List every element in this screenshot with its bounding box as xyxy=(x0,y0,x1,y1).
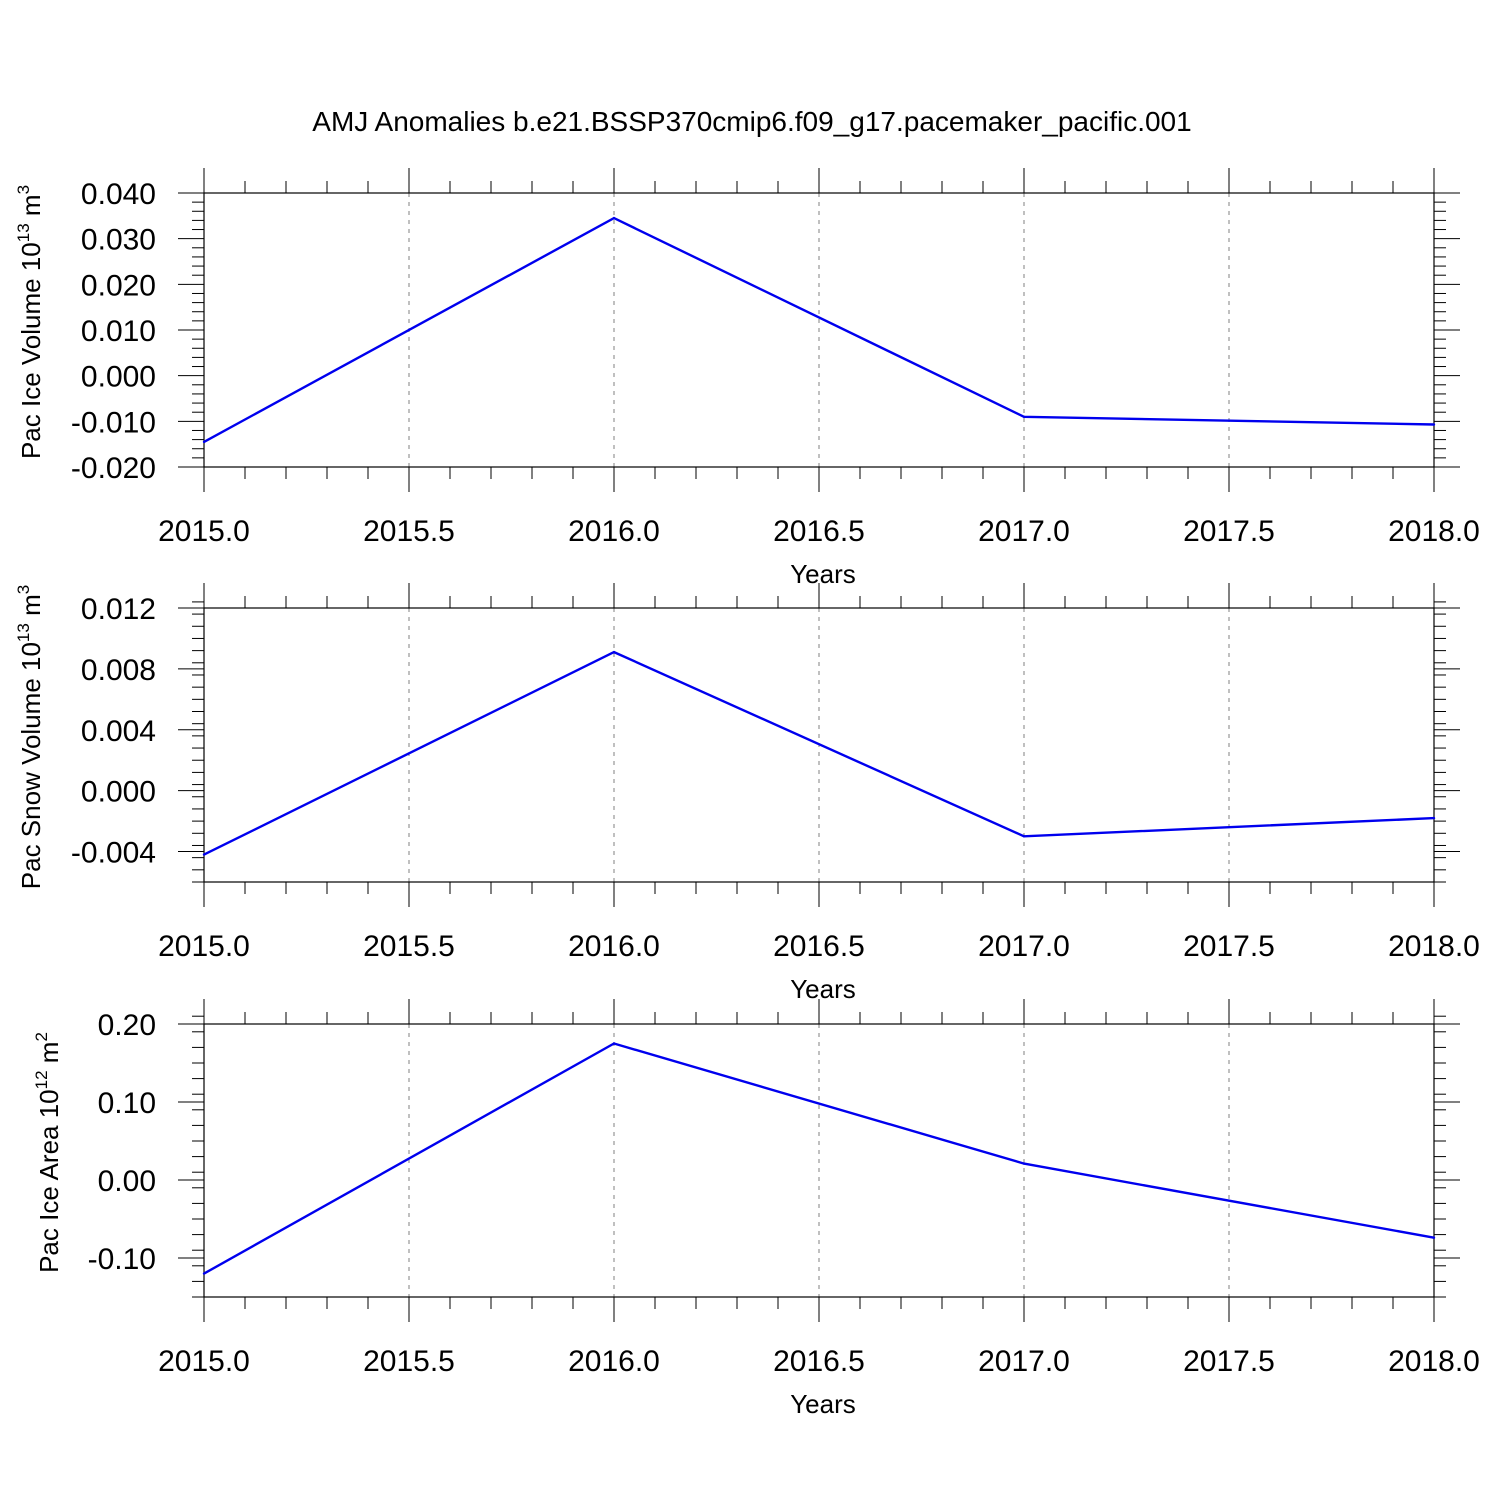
y-axis-label-part: m xyxy=(16,594,46,623)
x-tick-label: 2016.0 xyxy=(568,515,660,548)
x-tick-label: 2016.5 xyxy=(773,930,865,963)
y-tick-label: 0.10 xyxy=(98,1087,156,1120)
data-point xyxy=(1022,1162,1026,1165)
y-tick-label: -0.010 xyxy=(71,406,156,439)
data-point xyxy=(1432,423,1436,426)
x-tick-label: 2017.0 xyxy=(978,1345,1070,1378)
x-tick-label: 2016.0 xyxy=(568,1345,660,1378)
series-line-1 xyxy=(203,650,1435,856)
y-tick-label: 0.030 xyxy=(81,224,156,257)
data-point xyxy=(612,650,616,654)
y-tick-label: -0.10 xyxy=(88,1243,156,1276)
data-point xyxy=(202,440,206,444)
y-tick-label: 0.004 xyxy=(81,715,156,748)
data-point xyxy=(202,853,206,856)
series-line-1 xyxy=(203,216,1435,443)
y-tick-label: 0.012 xyxy=(81,593,156,626)
figure-title: AMJ Anomalies b.e21.BSSP370cmip6.f09_g17… xyxy=(312,106,1191,137)
x-tick-label: 2016.5 xyxy=(773,515,865,548)
x-tick-label: 2016.5 xyxy=(773,1345,865,1378)
x-tick-label: 2017.5 xyxy=(1183,930,1275,963)
x-tick-label: 2018.0 xyxy=(1388,1345,1480,1378)
y-axis-label-part: m xyxy=(16,194,46,223)
x-axis-label: Years xyxy=(790,559,856,589)
y-axis-label: Pac Snow Volume 1013 m3 xyxy=(14,585,46,889)
x-tick-label: 2017.0 xyxy=(978,515,1070,548)
y-axis-label-part: Pac Ice Area 10 xyxy=(34,1089,64,1273)
y-axis-label-part: Pac Ice Volume 10 xyxy=(16,242,46,459)
y-tick-label: -0.020 xyxy=(71,452,156,485)
panel-2: 2015.0 2015.5 2016.0 2016.5 2017.0 2017.5 2018… xyxy=(14,583,1480,1004)
data-point xyxy=(612,1042,616,1045)
data-point xyxy=(202,1272,206,1275)
panel-1: 2015.0 2015.5 2016.0 2016.5 2017.0 2017.5 2018… xyxy=(14,168,1480,589)
x-tick-label: 2015.0 xyxy=(158,515,250,548)
panel-3: 2015.0 2015.5 2016.0 2016.5 2017.0 2017.5 2018… xyxy=(32,999,1480,1419)
y-tick-label: 0.000 xyxy=(81,361,156,394)
y-axis-label-superscript: 3 xyxy=(14,185,33,194)
y-tick-label: 0.000 xyxy=(81,776,156,809)
y-axis-label-superscript: 3 xyxy=(14,585,33,594)
y-axis-label-superscript: 13 xyxy=(14,623,33,642)
y-tick-label: -0.004 xyxy=(71,837,156,870)
series-line-1 xyxy=(203,1042,1435,1275)
x-tick-label: 2015.5 xyxy=(363,515,455,548)
x-tick-label: 2015.0 xyxy=(158,930,250,963)
x-tick-label: 2018.0 xyxy=(1388,930,1480,963)
data-point xyxy=(1022,835,1026,838)
y-axis-label-superscript: 12 xyxy=(32,1070,51,1089)
x-tick-label: 2017.5 xyxy=(1183,515,1275,548)
x-axis-label: Years xyxy=(790,1389,856,1419)
y-axis-label: Pac Ice Volume 1013 m3 xyxy=(14,185,46,459)
y-axis-label-part: m xyxy=(34,1042,64,1071)
x-tick-label: 2015.5 xyxy=(363,930,455,963)
x-axis-label: Years xyxy=(790,974,856,1004)
x-tick-label: 2017.5 xyxy=(1183,1345,1275,1378)
y-axis-label: Pac Ice Area 1012 m2 xyxy=(32,1032,64,1273)
y-axis-label-superscript: 13 xyxy=(14,223,33,242)
y-tick-label: 0.040 xyxy=(81,178,156,211)
x-tick-label: 2015.0 xyxy=(158,1345,250,1378)
data-point xyxy=(612,216,616,220)
y-tick-label: 0.20 xyxy=(98,1009,156,1042)
data-point xyxy=(1432,1236,1436,1239)
y-tick-label: 0.00 xyxy=(98,1165,156,1198)
y-tick-label: 0.020 xyxy=(81,269,156,302)
y-axis-label-part: Pac Snow Volume 10 xyxy=(16,642,46,889)
data-point xyxy=(1022,415,1026,418)
x-tick-label: 2017.0 xyxy=(978,930,1070,963)
x-tick-label: 2015.5 xyxy=(363,1345,455,1378)
y-tick-label: 0.010 xyxy=(81,315,156,348)
x-tick-label: 2016.0 xyxy=(568,930,660,963)
y-tick-label: 0.008 xyxy=(81,654,156,687)
x-tick-label: 2018.0 xyxy=(1388,515,1480,548)
y-axis-label-superscript: 2 xyxy=(32,1032,51,1041)
panels: 2015.0 2015.5 2016.0 2016.5 2017.0 2017.5 2018… xyxy=(14,168,1480,1419)
data-point xyxy=(1432,816,1436,820)
